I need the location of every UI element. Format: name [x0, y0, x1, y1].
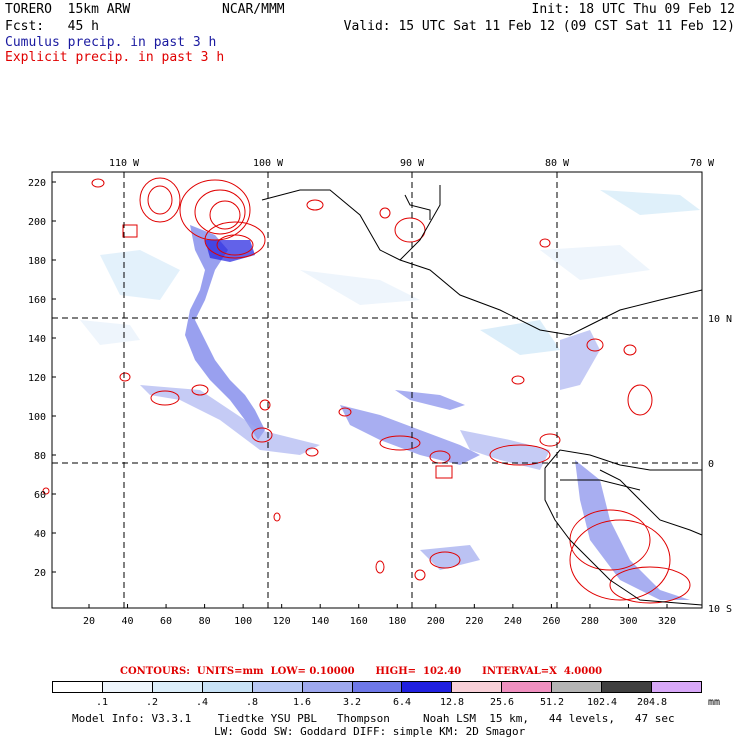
model-info: Model Info: V3.3.1 Tiedtke YSU PBL Thomp…: [72, 712, 675, 725]
x-tick-label: 240: [504, 616, 522, 627]
legend-swatch: [252, 682, 303, 692]
y-tick-label: 100: [28, 412, 46, 423]
x-tick-label: 80: [199, 616, 211, 627]
y-tick-label: 160: [28, 295, 46, 306]
x-tick-label: 300: [619, 616, 637, 627]
y-tick-label: 140: [28, 334, 46, 345]
x-tick-label: 100: [234, 616, 252, 627]
org-label: NCAR/MMM: [222, 2, 285, 17]
forecast-hour: Fcst: 45 h: [5, 19, 99, 34]
legend-value-label: 25.6: [489, 697, 515, 708]
x-tick-label: 20: [83, 616, 95, 627]
longitude-labels: 110 W 100 W 90 W 80 W 70 W: [109, 158, 715, 177]
legend-swatch: [652, 682, 701, 692]
x-tick-label: 280: [581, 616, 599, 627]
x-tick-label: 160: [350, 616, 368, 627]
legend-value-label: .2: [145, 697, 159, 708]
legend-swatch: [602, 682, 653, 692]
legend-swatch: [502, 682, 553, 692]
x-tick-label: 140: [311, 616, 329, 627]
y-tick-label: 40: [34, 529, 46, 540]
x-tick-label: 320: [658, 616, 676, 627]
graticule: [52, 172, 702, 608]
legend-swatch: [552, 682, 603, 692]
longitude-label: 70 W: [690, 158, 715, 169]
y-tick-label: 80: [34, 451, 46, 462]
latitude-labels: 10 N 0 10 S: [708, 314, 732, 615]
model-title: TORERO 15km ARW: [5, 2, 131, 17]
x-tick-label: 180: [388, 616, 406, 627]
latitude-label: 10 N: [708, 314, 732, 325]
model-physics: LW: Godd SW: Goddard DIFF: simple KM: 2D…: [214, 725, 526, 738]
longitude-label: 100 W: [253, 158, 284, 169]
legend-value-label: 204.8: [636, 697, 668, 708]
legend-value-label: .4: [195, 697, 209, 708]
cumulus-label: Cumulus precip. in past 3 h: [5, 35, 217, 50]
island-boxes: [122, 224, 453, 479]
y-tick-label: 200: [28, 217, 46, 228]
legend-unit: mm: [707, 697, 721, 708]
y-tick-label: 180: [28, 256, 46, 267]
x-tick-label: 220: [465, 616, 483, 627]
legend-swatch: [152, 682, 203, 692]
coastlines: [261, 185, 703, 606]
y-tick-label: 120: [28, 373, 46, 384]
legend-swatch: [402, 682, 453, 692]
y-tick-label: 20: [34, 568, 46, 579]
legend-value-label: .1: [95, 697, 109, 708]
latitude-label: 10 S: [708, 604, 732, 615]
legend-value-label: .8: [245, 697, 259, 708]
legend-swatch: [202, 682, 253, 692]
legend-swatch: [53, 682, 103, 692]
legend-value-label: 1.6: [292, 697, 312, 708]
grid-x-ticks: 20 40 60 80 100 120 140 160 180 200 220 240 260 280 30…: [83, 604, 676, 627]
legend-value-label: 3.2: [342, 697, 362, 708]
longitude-label: 110 W: [109, 158, 140, 169]
y-tick-label: 220: [28, 178, 46, 189]
legend-swatch: [102, 682, 153, 692]
legend-swatch: [302, 682, 353, 692]
init-time: Init: 18 UTC Thu 09 Feb 12: [531, 2, 736, 17]
contour-info: CONTOURS: UNITS=mm LOW= 0.10000 HIGH= 10…: [120, 666, 603, 677]
cumulus-precip: [80, 190, 700, 600]
legend-value-label: 102.4: [586, 697, 618, 708]
y-tick-label: 60: [34, 490, 46, 501]
longitude-label: 80 W: [545, 158, 570, 169]
legend-swatch: [452, 682, 503, 692]
x-tick-label: 120: [273, 616, 291, 627]
grid-y-ticks: 220 200 180 160 140 120 100 80 60 40 20: [28, 178, 56, 579]
legend-value-label: 51.2: [539, 697, 565, 708]
color-legend: [52, 681, 702, 693]
x-tick-label: 200: [427, 616, 445, 627]
legend-value-label: 6.4: [392, 697, 412, 708]
explicit-precip-contours: [42, 177, 691, 604]
valid-time: Valid: 15 UTC Sat 11 Feb 12 (09 CST Sat …: [343, 19, 735, 34]
latitude-label: 0: [708, 459, 714, 470]
legend-swatch: [352, 682, 403, 692]
x-tick-label: 260: [542, 616, 560, 627]
longitude-label: 90 W: [400, 158, 425, 169]
legend-value-label: 12.8: [439, 697, 465, 708]
explicit-label: Explicit precip. in past 3 h: [5, 50, 225, 65]
x-tick-label: 60: [160, 616, 172, 627]
x-tick-label: 40: [122, 616, 134, 627]
